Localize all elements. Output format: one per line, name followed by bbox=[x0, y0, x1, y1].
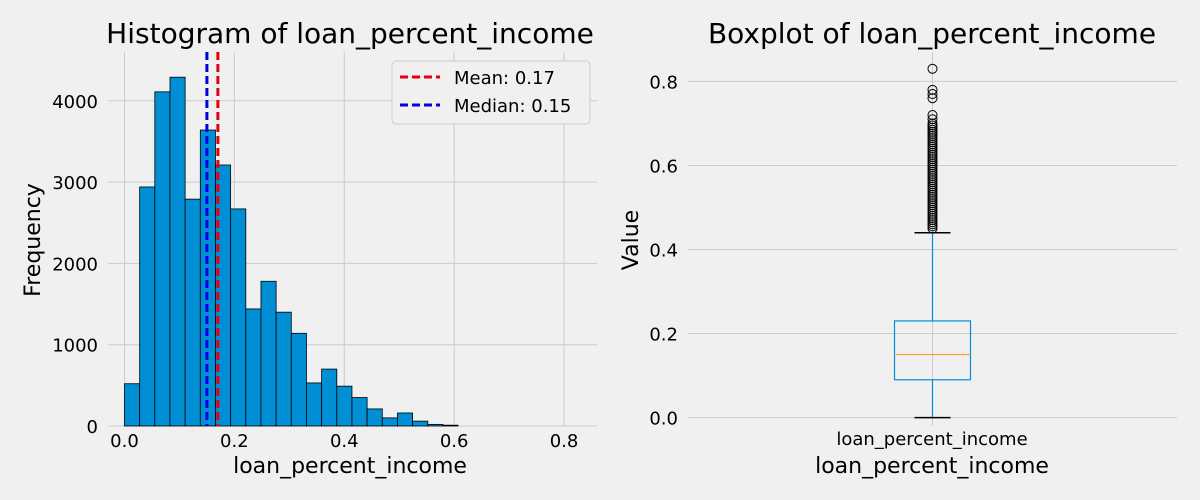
boxplot-title: Boxplot of loan_percent_income bbox=[708, 17, 1156, 50]
boxplot-panel: 0.0 0.2 0.4 0.6 0.8 loan_percent_income Boxp… bbox=[619, 17, 1177, 479]
legend-median-label: Median: 0.15 bbox=[454, 96, 571, 117]
boxplot-outlier-point bbox=[927, 110, 938, 121]
histogram-bar bbox=[290, 332, 307, 427]
histogram-x-tick-label: 0.2 bbox=[220, 431, 249, 452]
boxplot-outlier-point bbox=[927, 114, 938, 125]
histogram-bar bbox=[442, 424, 459, 427]
boxplot-y-ticks: 0.0 0.2 0.4 0.6 0.8 bbox=[649, 72, 678, 429]
boxplot-y-tick-label: 0.8 bbox=[649, 72, 678, 93]
histogram-bar bbox=[169, 76, 186, 427]
histogram-bar bbox=[351, 397, 368, 427]
boxplot-box bbox=[893, 320, 972, 381]
histogram-bar bbox=[275, 311, 292, 427]
histogram-bar bbox=[139, 186, 156, 427]
histogram-bar bbox=[245, 308, 262, 427]
histogram-y-tick-label: 3000 bbox=[52, 173, 98, 194]
histogram-bar bbox=[184, 198, 201, 427]
histogram-y-axis-label: Frequency bbox=[21, 183, 46, 297]
boxplot-y-tick-label: 0.6 bbox=[649, 156, 678, 177]
histogram-legend: Mean: 0.17 Median: 0.15 bbox=[391, 60, 591, 125]
histogram-bar bbox=[397, 412, 414, 427]
histogram-bar bbox=[336, 385, 353, 427]
histogram-x-tick-label: 0.6 bbox=[440, 431, 469, 452]
histogram-x-tick-label: 0.8 bbox=[550, 431, 579, 452]
boxplot-outlier-point bbox=[927, 84, 938, 95]
histogram-bar bbox=[366, 408, 383, 427]
histogram-bar bbox=[124, 383, 141, 427]
histogram-bar bbox=[321, 368, 338, 427]
boxplot-y-tick-label: 0.4 bbox=[649, 241, 678, 262]
histogram-y-tick-label: 2000 bbox=[52, 254, 98, 275]
histogram-y-tick-label: 4000 bbox=[52, 92, 98, 113]
histogram-bar bbox=[427, 423, 444, 427]
histogram-bar bbox=[154, 91, 171, 427]
histogram-x-axis-label: loan_percent_income bbox=[233, 454, 467, 479]
boxplot-outlier-point bbox=[927, 118, 938, 129]
histogram-x-tick-label: 0.0 bbox=[110, 431, 139, 452]
legend-box bbox=[391, 60, 591, 125]
histogram-bar bbox=[412, 420, 429, 427]
histogram-y-tick-label: 0 bbox=[87, 417, 98, 438]
histogram-bar bbox=[260, 280, 277, 427]
histogram-x-ticks: 0.0 0.2 0.4 0.6 0.8 bbox=[110, 431, 578, 452]
histogram-y-ticks: 0 1000 2000 3000 4000 bbox=[52, 92, 98, 438]
histogram-x-tick-label: 0.4 bbox=[330, 431, 359, 452]
histogram-bar bbox=[306, 382, 323, 427]
boxplot-outlier-point bbox=[927, 93, 938, 104]
boxplot-x-axis-label: loan_percent_income bbox=[815, 454, 1049, 479]
boxplot-category-label: loan_percent_income bbox=[836, 429, 1027, 450]
histogram-bar bbox=[230, 208, 247, 427]
histogram-bar bbox=[381, 417, 398, 427]
legend-mean-label: Mean: 0.17 bbox=[454, 68, 555, 89]
boxplot-outliers bbox=[927, 63, 938, 234]
boxplot-y-tick-label: 0.2 bbox=[649, 325, 678, 346]
histogram-reference-lines bbox=[205, 52, 220, 426]
histogram-title: Histogram of loan_percent_income bbox=[106, 17, 594, 50]
boxplot-y-tick-label: 0.0 bbox=[649, 409, 678, 430]
boxplot-box-group bbox=[893, 231, 972, 419]
boxplot-outlier-point bbox=[927, 89, 938, 100]
boxplot-outlier-point bbox=[927, 63, 938, 74]
histogram-panel: 0.0 0.2 0.4 0.6 0.8 0 1000 2000 3000 4000 Histog… bbox=[21, 17, 597, 479]
histogram-y-tick-label: 1000 bbox=[52, 336, 98, 357]
boxplot-y-axis-label: Value bbox=[619, 210, 644, 270]
histogram-bars bbox=[124, 76, 459, 427]
